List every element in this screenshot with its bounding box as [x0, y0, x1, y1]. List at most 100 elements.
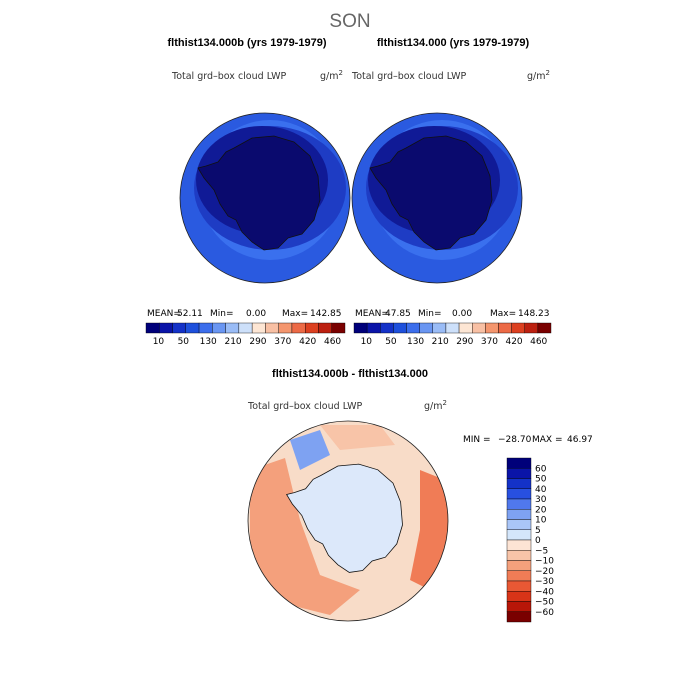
- diff-cool-anomaly-north: [290, 430, 330, 470]
- diff-colorbar-tick-label: 60: [535, 464, 547, 474]
- colorbar-tick-label: 10: [361, 337, 373, 347]
- right-stats: MEAN= 47.85 Min= 0.00 Max= 148.23: [355, 309, 550, 319]
- colorbar-tick-label: 130: [200, 337, 217, 347]
- colorbar-swatch: [318, 322, 332, 334]
- right-map-outline: [351, 112, 523, 284]
- right-case-title: flthist134.000 (yrs 1979-1979): [377, 37, 530, 49]
- colorbar-tick-label: 420: [299, 337, 316, 347]
- diff-colorbar-swatch: [506, 611, 532, 623]
- colorbar-tick-label: 10: [153, 337, 165, 347]
- colorbar-swatch: [432, 322, 447, 334]
- colorbar-swatch: [238, 322, 253, 334]
- diff-colorbar-swatch: [506, 478, 532, 489]
- colorbar-swatch: [353, 322, 368, 334]
- diff-stats: MIN = −28.70 MAX = 46.97: [463, 435, 593, 445]
- colorbar-tick-label: 210: [432, 337, 449, 347]
- colorbar-swatch: [498, 322, 512, 334]
- diff-colorbar-swatch: [506, 488, 532, 500]
- diff-colorbar-tick-label: 30: [535, 495, 547, 505]
- diff-colorbar-tick-label: 50: [535, 475, 547, 485]
- colorbar-swatch: [366, 322, 381, 334]
- diff-colorbar-tick-label: −60: [535, 608, 554, 618]
- colorbar-swatch: [198, 322, 213, 334]
- colorbar-tick-label: 460: [324, 337, 341, 347]
- diff-colorbar-swatch: [506, 498, 532, 510]
- diff-colorbar-swatch: [506, 550, 532, 561]
- colorbar-tick-label: 370: [481, 337, 498, 347]
- diff-colorbar-tick-label: 20: [535, 505, 547, 515]
- diff-warm-anomaly-north: [320, 425, 395, 450]
- left-variable-label: Total grd–box cloud LWP: [171, 71, 287, 82]
- diff-colorbar-tick-label: −5: [535, 546, 548, 556]
- colorbar-swatch: [172, 322, 187, 334]
- diff-colorbar-swatch: [506, 539, 532, 551]
- colorbar-tick-label: 290: [249, 337, 266, 347]
- diff-antarctica: [285, 463, 403, 573]
- diff-colorbar-swatch: [506, 601, 532, 612]
- diff-colorbar-tick-label: −40: [535, 587, 554, 597]
- diff-colorbar-swatch: [506, 519, 532, 530]
- left-min-value: 0.00: [246, 309, 266, 319]
- right-max-label: Max=: [490, 309, 516, 319]
- colorbar-tick-label: 210: [224, 337, 241, 347]
- colorbar-swatch: [265, 322, 279, 334]
- diff-title: flthist134.000b - flthist134.000: [272, 368, 428, 380]
- colorbar-swatch: [278, 322, 293, 334]
- colorbar-swatch: [185, 322, 200, 334]
- right-mean-value: 47.85: [385, 309, 411, 319]
- diff-max-label: MAX =: [532, 435, 563, 445]
- diff-colorbar-swatch: [506, 509, 532, 520]
- right-units-label: g/m2: [527, 69, 550, 82]
- colorbar-swatch: [291, 322, 306, 334]
- colorbar-swatch: [537, 322, 552, 334]
- diff-colorbar-swatch: [506, 457, 532, 469]
- colorbar-swatch: [380, 322, 394, 334]
- colorbar-swatch: [159, 322, 173, 334]
- diff-colorbar-tick-label: −20: [535, 567, 554, 577]
- left-stats: MEAN= 52.11 Min= 0.00 Max= 142.85: [147, 309, 342, 319]
- diff-colorbar-tick-label: −50: [535, 598, 554, 608]
- colorbar-tick-label: 130: [407, 337, 424, 347]
- colorbar-swatch: [145, 322, 160, 334]
- colorbar-swatch: [225, 322, 240, 334]
- right-min-label: Min=: [418, 309, 442, 319]
- left-case-title: flthist134.000b (yrs 1979-1979): [168, 37, 327, 49]
- right-min-value: 0.00: [452, 309, 472, 319]
- colorbar-swatch: [393, 322, 407, 334]
- colorbar-swatch: [331, 322, 346, 334]
- colorbar-swatch: [524, 322, 539, 334]
- right-polar-map: [351, 112, 523, 284]
- colorbar-swatch: [511, 322, 525, 334]
- figure-title: SON: [329, 11, 370, 32]
- colorbar-swatch: [212, 322, 226, 334]
- left-units-label: g/m2: [320, 69, 343, 82]
- left-min-label: Min=: [210, 309, 234, 319]
- diff-colorbar-swatch: [506, 570, 532, 582]
- colorbar-swatch: [458, 322, 473, 334]
- colorbar-tick-label: 50: [385, 337, 397, 347]
- colorbar-swatch: [305, 322, 319, 334]
- left-antarctica: [197, 135, 321, 251]
- colorbar-tick-label: 370: [274, 337, 291, 347]
- right-antarctica: [369, 135, 493, 251]
- diff-max-value: 46.97: [567, 435, 593, 445]
- right-max-value: 148.23: [518, 309, 550, 319]
- diff-colorbar-swatch: [506, 560, 532, 571]
- right-colorbar: 10 50 130 210 290 370 420 460: [353, 322, 552, 347]
- diff-colorbar-tick-label: −10: [535, 557, 554, 567]
- diff-min-value: −28.70: [498, 435, 532, 445]
- diff-map-outline: [247, 420, 449, 622]
- diff-colorbar-tick-label: 5: [535, 526, 541, 536]
- diff-units-label: g/m2: [424, 399, 447, 412]
- left-max-value: 142.85: [310, 309, 342, 319]
- colorbar-tick-label: 420: [505, 337, 522, 347]
- colorbar-swatch: [485, 322, 499, 334]
- colorbar-swatch: [251, 322, 266, 334]
- diff-colorbar-swatch: [506, 591, 532, 602]
- diff-colorbar-tick-label: 40: [535, 485, 547, 495]
- left-max-label: Max=: [282, 309, 308, 319]
- left-polar-map: [179, 112, 351, 284]
- diff-colorbar-swatch: [506, 580, 532, 592]
